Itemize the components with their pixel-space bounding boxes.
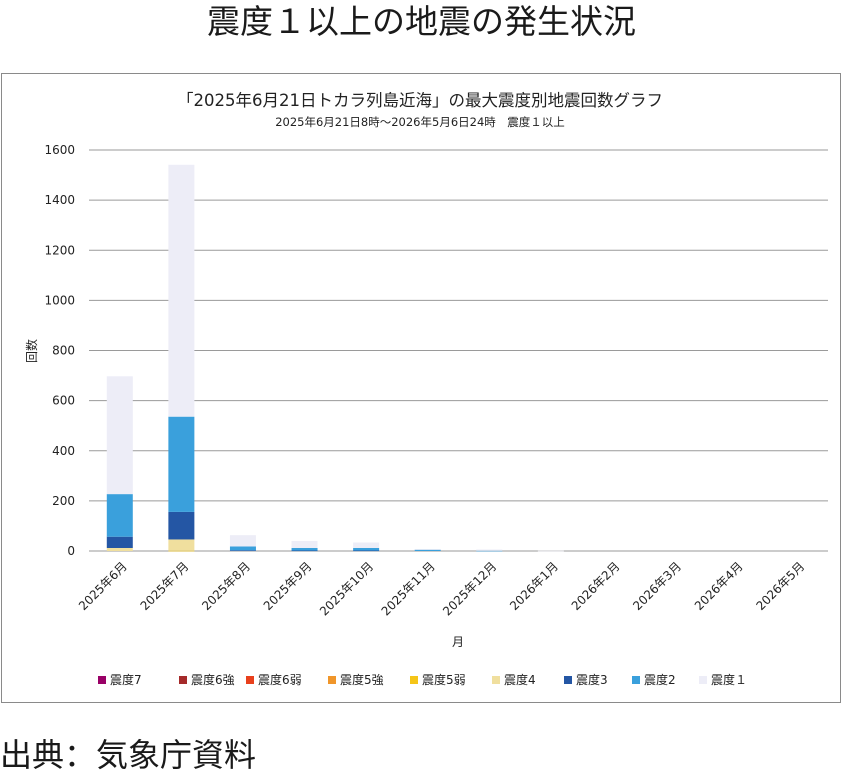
legend-label: 震度6弱 xyxy=(258,672,302,687)
legend-label: 震度6強 xyxy=(191,672,235,687)
x-tick-label: 2026年3月 xyxy=(630,559,684,613)
legend-label: 震度4 xyxy=(504,672,536,687)
x-tick-label: 2025年11月 xyxy=(379,559,438,618)
bar-segment xyxy=(229,550,256,551)
page-title: 震度１以上の地震の発生状況 xyxy=(207,2,636,41)
bar-segment xyxy=(168,416,195,512)
x-tick-label: 2026年5月 xyxy=(753,559,807,613)
gridlines xyxy=(89,149,828,552)
legend-swatch xyxy=(632,676,640,684)
y-tick-label: 0 xyxy=(67,544,75,558)
bar-segment xyxy=(106,376,133,495)
y-tick-label: 600 xyxy=(52,394,75,408)
bar-segment xyxy=(353,550,380,552)
x-axis-title: 月 xyxy=(452,635,464,649)
y-tick-label: 1200 xyxy=(44,243,75,257)
bar-segment xyxy=(353,542,380,548)
bar-segment xyxy=(168,550,195,552)
source-note: 出典：気象庁資料 xyxy=(0,736,257,774)
chart-subtitle: 2025年6月21日8時～2026年5月6日24時 震度１以上 xyxy=(275,115,565,129)
legend-swatch xyxy=(492,676,500,684)
legend-label: 震度１ xyxy=(711,672,747,687)
chart-frame: 「2025年6月21日トカラ列島近海」の最大震度別地震回数グラフ 2025年6月… xyxy=(1,73,841,703)
bar-segment xyxy=(106,536,133,548)
legend-swatch xyxy=(564,676,572,684)
y-axis-title: 回数 xyxy=(24,339,39,363)
bar-segment xyxy=(106,547,133,551)
bar-segment xyxy=(291,540,318,548)
x-tick-label: 2026年4月 xyxy=(692,559,746,613)
legend-label: 震度5強 xyxy=(340,672,384,687)
bar-segment xyxy=(353,547,380,551)
bar-segment xyxy=(168,511,195,540)
chart-title: 「2025年6月21日トカラ列島近海」の最大震度別地震回数グラフ xyxy=(177,91,663,110)
bar-segment xyxy=(476,549,503,551)
bar-segment xyxy=(414,549,441,551)
bar-segment xyxy=(229,535,256,547)
x-tick-label: 2025年9月 xyxy=(261,559,315,613)
bar-segment xyxy=(106,494,133,537)
y-tick-labels: 0 200 400 600 800 1000 1200 1400 1600 xyxy=(44,143,75,558)
y-tick-label: 800 xyxy=(52,344,75,358)
x-tick-label: 2025年12月 xyxy=(440,559,499,618)
bar-segment xyxy=(537,550,564,552)
y-tick-label: 1400 xyxy=(44,193,75,207)
bar-chart: 「2025年6月21日トカラ列島近海」の最大震度別地震回数グラフ 2025年6月… xyxy=(24,91,828,687)
legend: 震度7 震度6強 震度6弱 震度5強 震度5弱 震度4 震度3 震度2 震度１ xyxy=(98,672,747,687)
bars xyxy=(106,164,564,552)
x-tick-label: 2026年1月 xyxy=(507,559,561,613)
legend-swatch xyxy=(179,676,187,684)
x-tick-labels: 2025年6月 2025年7月 2025年8月 2025年9月 2025年10月 2025… xyxy=(76,559,807,618)
bar-segment xyxy=(291,550,318,552)
bar-segment xyxy=(291,547,318,551)
x-tick-label: 2025年8月 xyxy=(199,559,253,613)
legend-label: 震度3 xyxy=(576,672,608,687)
y-tick-label: 1000 xyxy=(44,293,75,307)
legend-swatch xyxy=(246,676,254,684)
x-tick-label: 2025年10月 xyxy=(317,559,376,618)
bar-segment xyxy=(476,550,503,552)
legend-swatch xyxy=(328,676,336,684)
legend-label: 震度5弱 xyxy=(422,672,466,687)
bar-segment xyxy=(168,164,195,417)
bar-segment xyxy=(414,548,441,550)
y-tick-label: 400 xyxy=(52,444,75,458)
legend-swatch xyxy=(699,676,707,684)
legend-swatch xyxy=(98,676,106,684)
legend-swatch xyxy=(410,676,418,684)
y-tick-label: 200 xyxy=(52,494,75,508)
x-tick-label: 2026年2月 xyxy=(569,559,623,613)
legend-label: 震度7 xyxy=(110,672,142,687)
x-tick-label: 2025年7月 xyxy=(138,559,192,613)
y-tick-label: 1600 xyxy=(44,143,75,157)
bar-segment xyxy=(229,546,256,551)
x-tick-label: 2025年6月 xyxy=(76,559,130,613)
bar-segment xyxy=(168,539,195,551)
legend-label: 震度2 xyxy=(644,672,676,687)
